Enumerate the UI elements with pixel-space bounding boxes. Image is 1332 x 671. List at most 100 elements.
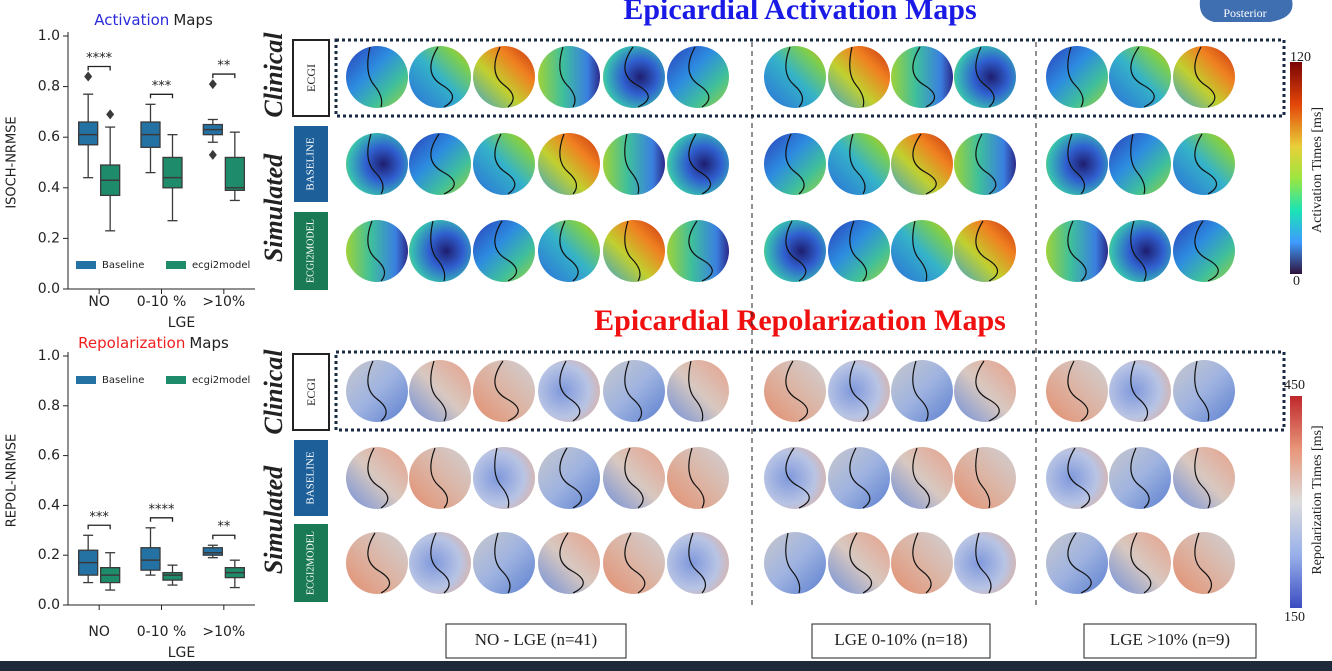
- x-tick-label: 0-10 %: [137, 294, 187, 310]
- significance-bracket: [213, 74, 235, 78]
- y-tick-label: 0.4: [38, 497, 60, 513]
- method-label: ECGI: [304, 378, 318, 406]
- map-disk: [409, 532, 471, 594]
- significance: **: [217, 59, 231, 74]
- significance-bracket: [151, 518, 173, 522]
- map-disk: [538, 447, 600, 509]
- legend-swatch: [166, 261, 186, 269]
- map-disk: [603, 360, 665, 422]
- y-tick-label: 0.8: [38, 79, 60, 95]
- map-disk: [1173, 46, 1235, 108]
- map-disk: [603, 220, 665, 282]
- map-disk: [538, 133, 600, 195]
- map-disk: [1109, 220, 1171, 282]
- row-label: Clinical: [259, 349, 288, 435]
- colorbar-max: 450: [1284, 378, 1305, 393]
- y-tick-label: 1.0: [38, 348, 60, 364]
- title-part: Maps: [189, 334, 229, 352]
- map-disk: [473, 133, 535, 195]
- legend-label: Baseline: [102, 375, 144, 386]
- legend-swatch: [166, 376, 186, 384]
- map-disk: [1173, 532, 1235, 594]
- map-disk: [603, 133, 665, 195]
- map-disk: [473, 532, 535, 594]
- y-tick-label: 0.0: [38, 597, 60, 613]
- y-tick-label: 0.8: [38, 398, 60, 414]
- box: [163, 157, 182, 187]
- title-part: Maps: [173, 11, 213, 29]
- outlier: [106, 109, 114, 119]
- method-label: BASELINE: [305, 137, 317, 190]
- map-disk: [891, 532, 953, 594]
- box: [79, 122, 98, 145]
- map-disk: [891, 46, 953, 108]
- x-tick-label: 0-10 %: [137, 624, 187, 640]
- section-title: Epicardial Activation Maps: [623, 0, 976, 26]
- map-disk: [1046, 220, 1108, 282]
- map-disk: [1109, 360, 1171, 422]
- map-disk: [828, 220, 890, 282]
- map-disk: [764, 133, 826, 195]
- map-disk: [346, 220, 408, 282]
- map-disk: [1173, 133, 1235, 195]
- map-disk: [409, 46, 471, 108]
- map-disk: [1046, 532, 1108, 594]
- map-disk: [764, 220, 826, 282]
- outlier: [84, 71, 92, 81]
- row-label: Clinical: [259, 32, 288, 118]
- box: [141, 548, 160, 570]
- map-disk: [473, 447, 535, 509]
- map-disk: [891, 133, 953, 195]
- method-label: ECGI2MODEL: [305, 531, 316, 595]
- map-disk: [1109, 133, 1171, 195]
- map-disk: [1173, 220, 1235, 282]
- map-disk: [891, 360, 953, 422]
- map-disk: [1173, 447, 1235, 509]
- significance: ****: [149, 502, 176, 517]
- map-disk: [828, 360, 890, 422]
- map-disk: [538, 220, 600, 282]
- colorbar: [1290, 62, 1302, 274]
- y-tick-label: 0.6: [38, 129, 60, 145]
- y-axis-label: ISOCH-NRMSE: [5, 116, 20, 208]
- view-label: Posterior: [1223, 6, 1266, 20]
- box: [163, 573, 182, 580]
- map-disk: [764, 360, 826, 422]
- map-disk: [954, 133, 1016, 195]
- map-disk: [346, 447, 408, 509]
- y-tick-label: 0.0: [38, 281, 60, 297]
- section-title: Epicardial Repolarization Maps: [594, 304, 1006, 337]
- row-label: Simulated: [259, 465, 288, 574]
- significance: ***: [152, 79, 172, 94]
- row-label: Simulated: [259, 153, 288, 262]
- map-disk: [603, 532, 665, 594]
- map-disk: [954, 360, 1016, 422]
- legend-label: ecgi2model: [192, 260, 250, 271]
- significance: ****: [86, 51, 113, 66]
- map-disk: [954, 220, 1016, 282]
- map-disk: [828, 532, 890, 594]
- map-disk: [1046, 46, 1108, 108]
- map-disk: [891, 447, 953, 509]
- y-tick-label: 0.6: [38, 448, 60, 464]
- outlier: [209, 150, 217, 160]
- legend-swatch: [76, 261, 96, 269]
- map-disk: [954, 46, 1016, 108]
- chart-title: RepolarizationMaps: [78, 334, 229, 352]
- map-disk: [1046, 447, 1108, 509]
- box: [203, 548, 222, 555]
- method-label: ECGI2MODEL: [305, 219, 316, 283]
- map-disk: [409, 220, 471, 282]
- significance: **: [217, 520, 231, 535]
- x-axis-label: LGE: [168, 315, 196, 331]
- y-tick-label: 0.2: [38, 547, 60, 563]
- colorbar-min: 150: [1284, 610, 1305, 625]
- method-label: BASELINE: [305, 451, 317, 504]
- map-disk: [1109, 532, 1171, 594]
- map-disk: [954, 447, 1016, 509]
- map-disk: [409, 447, 471, 509]
- outlier: [209, 79, 217, 89]
- x-axis-label: LGE: [168, 645, 196, 661]
- map-disk: [891, 220, 953, 282]
- map-disk: [764, 447, 826, 509]
